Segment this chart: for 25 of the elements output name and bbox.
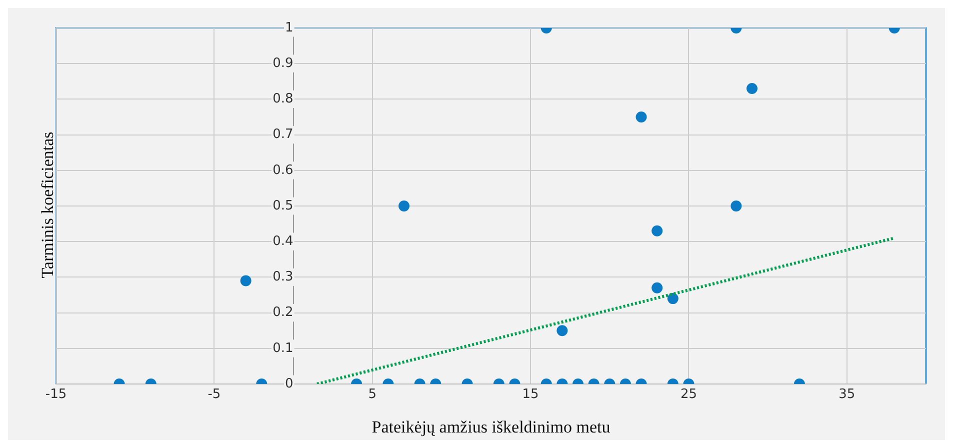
- y-tick-label: 0.2: [272, 305, 294, 320]
- y-tick-label: 0.1: [272, 340, 294, 356]
- y-axis-title: Tarminis koeficientas: [38, 132, 58, 278]
- point: [240, 275, 252, 286]
- point: [730, 200, 742, 212]
- y-tick-label: 0.5: [272, 198, 294, 214]
- x-tick-label: 25: [680, 387, 697, 402]
- x-axis-title: Pateikėjų amžius iškeldinimo metu: [372, 417, 611, 436]
- x-tick-label: -5: [208, 387, 221, 402]
- x-tick-label: 15: [522, 387, 539, 402]
- y-tick-label: 0.9: [272, 56, 294, 71]
- y-tick-label: 0.7: [272, 127, 294, 142]
- point: [636, 112, 647, 122]
- y-tick-label: 1: [284, 20, 294, 36]
- y-tick-label: 0: [284, 376, 294, 392]
- y-tick-label: 0.8: [272, 92, 294, 107]
- point: [398, 200, 410, 212]
- y-tick-label: 0.3: [272, 270, 294, 285]
- point: [652, 282, 663, 294]
- y-tick-label: 0.4: [272, 234, 294, 249]
- x-tick-label: 5: [368, 387, 377, 402]
- x-tick-label: 35: [838, 387, 856, 402]
- point: [652, 225, 663, 236]
- x-tick-label: -15: [45, 387, 67, 402]
- y-tick-label: 0.6: [272, 162, 294, 178]
